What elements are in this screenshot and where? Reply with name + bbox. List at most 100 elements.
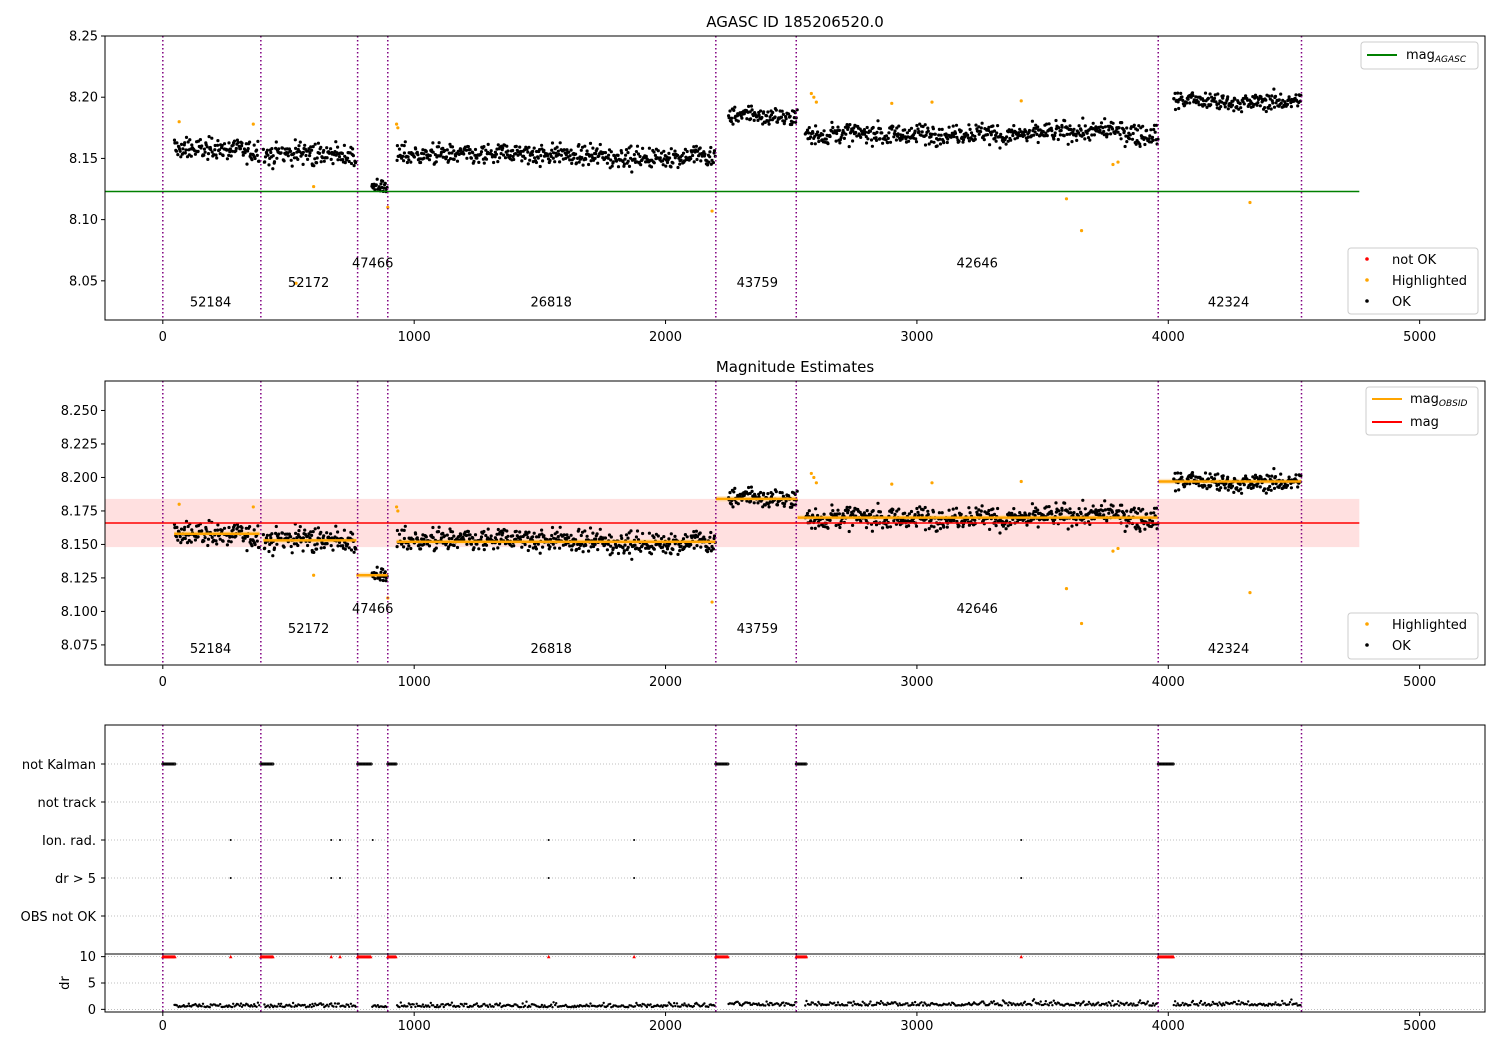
ok-point bbox=[647, 146, 652, 150]
ok-point bbox=[1052, 137, 1056, 141]
ok-point bbox=[762, 110, 766, 114]
ok-point bbox=[209, 147, 213, 152]
ok-point bbox=[1123, 529, 1127, 534]
x-tick-label: 4000 bbox=[1152, 330, 1185, 345]
ok-point bbox=[1217, 488, 1221, 492]
ok-point bbox=[1263, 106, 1267, 110]
ok-point bbox=[782, 504, 786, 508]
ok-point bbox=[465, 542, 469, 546]
legend-marker bbox=[1365, 257, 1369, 261]
ok-point bbox=[512, 157, 516, 162]
ok-point bbox=[635, 144, 640, 148]
dr-flag-marker bbox=[229, 877, 232, 879]
ok-point bbox=[784, 499, 788, 503]
ok-point bbox=[673, 534, 677, 539]
ok-point bbox=[757, 113, 761, 117]
legend-top-box bbox=[1360, 41, 1479, 70]
legend-label: Highlighted bbox=[1392, 618, 1467, 633]
ok-point bbox=[341, 158, 345, 162]
ok-point bbox=[968, 127, 972, 131]
ok-point bbox=[1143, 142, 1147, 147]
ok-point bbox=[626, 545, 630, 550]
dr-point bbox=[462, 1005, 465, 1008]
ok-point bbox=[865, 509, 869, 513]
ok-point bbox=[334, 524, 338, 528]
ok-point bbox=[343, 161, 347, 165]
ok-point bbox=[445, 148, 449, 152]
ok-point bbox=[855, 518, 859, 522]
ok-point bbox=[603, 151, 608, 155]
ok-point bbox=[661, 163, 665, 167]
ok-point bbox=[303, 143, 307, 147]
dr-point bbox=[992, 1000, 996, 1003]
ok-point bbox=[927, 527, 931, 531]
ok-point bbox=[606, 156, 610, 160]
ok-point bbox=[210, 150, 214, 154]
ok-point bbox=[731, 122, 735, 126]
ok-point bbox=[553, 160, 557, 164]
panel4-data bbox=[105, 954, 1485, 1012]
dr-point bbox=[277, 1002, 280, 1006]
ok-point bbox=[865, 125, 869, 130]
ok-point bbox=[1273, 94, 1278, 98]
ok-point bbox=[627, 551, 632, 555]
ok-point bbox=[508, 154, 512, 158]
highlighted-point bbox=[396, 126, 400, 130]
ok-point bbox=[1092, 133, 1096, 137]
ok-point bbox=[863, 130, 868, 134]
ok-point bbox=[263, 160, 267, 164]
ok-point bbox=[706, 163, 710, 167]
dr-point bbox=[442, 1005, 445, 1009]
ok-point bbox=[1226, 475, 1230, 479]
ok-point bbox=[626, 159, 630, 163]
ok-point bbox=[1270, 474, 1274, 478]
ok-point bbox=[397, 532, 402, 536]
dr-point bbox=[602, 1001, 605, 1005]
legend-label: Highlighted bbox=[1392, 274, 1467, 289]
ok-point bbox=[266, 153, 270, 157]
ok-point bbox=[845, 123, 849, 127]
dr-point bbox=[1132, 1002, 1135, 1005]
dr-point bbox=[312, 1004, 315, 1008]
ok-point bbox=[942, 141, 946, 145]
ok-point bbox=[1191, 474, 1195, 478]
ok-point bbox=[614, 159, 619, 163]
dr-point bbox=[792, 1003, 796, 1007]
ok-point bbox=[988, 143, 992, 147]
ok-point bbox=[1223, 486, 1227, 490]
ok-point bbox=[584, 157, 588, 161]
ok-point bbox=[1044, 131, 1048, 135]
ok-point bbox=[880, 131, 884, 135]
ok-point bbox=[909, 126, 914, 130]
ok-point bbox=[897, 507, 901, 511]
ok-point bbox=[616, 165, 621, 169]
ok-point bbox=[461, 535, 465, 539]
ok-point bbox=[749, 485, 754, 489]
ok-point bbox=[225, 157, 229, 161]
x-tick-label: 0 bbox=[159, 330, 167, 345]
ok-point bbox=[828, 518, 832, 523]
ok-point bbox=[518, 145, 522, 149]
ok-point bbox=[271, 154, 275, 158]
ok-point bbox=[609, 158, 613, 162]
ok-point bbox=[668, 156, 672, 160]
dr-clipped-marker bbox=[329, 954, 334, 959]
ok-point bbox=[959, 512, 963, 516]
ok-point bbox=[994, 133, 998, 137]
ok-point bbox=[728, 491, 732, 495]
ok-point bbox=[213, 148, 217, 152]
ok-point bbox=[851, 139, 855, 143]
ion-rad-marker bbox=[1020, 839, 1023, 841]
legend-marker bbox=[1365, 622, 1369, 626]
ok-point bbox=[611, 546, 615, 550]
dr-point bbox=[238, 1004, 241, 1007]
axes-frame bbox=[104, 724, 1486, 955]
ok-point bbox=[411, 537, 415, 542]
ok-point bbox=[203, 150, 207, 154]
dr-point bbox=[550, 1003, 553, 1006]
dr-point bbox=[344, 1005, 347, 1008]
ok-point bbox=[414, 532, 418, 536]
